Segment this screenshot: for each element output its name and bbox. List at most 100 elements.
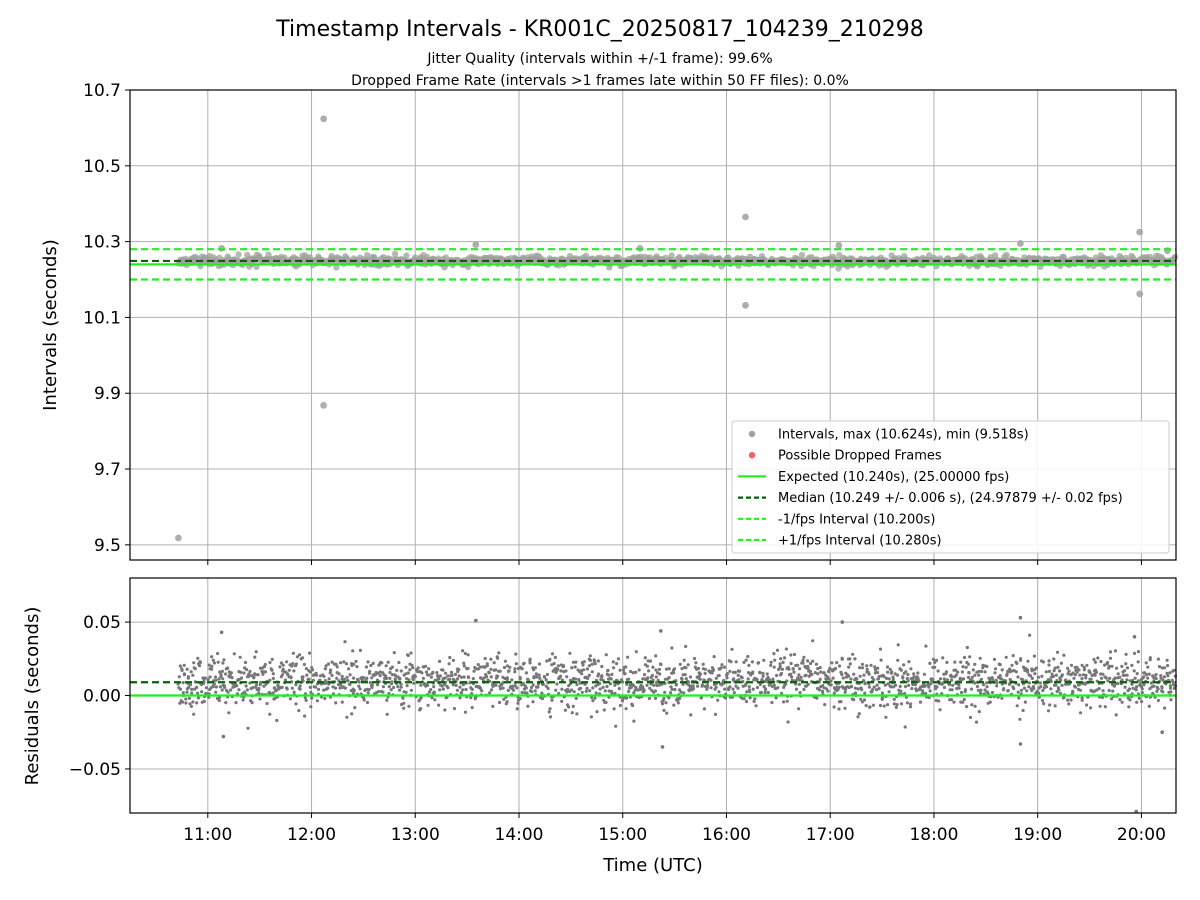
residual-point [848,662,852,666]
residual-point [243,660,248,665]
residual-point [725,676,729,680]
residual-point [355,665,359,669]
residual-point [669,691,673,695]
residual-point [883,683,888,687]
residual-point [1107,688,1111,693]
residual-point [894,705,898,710]
residual-point [878,647,883,651]
residual-point [876,670,880,675]
residual-point [786,720,790,724]
residual-point [983,688,987,692]
residual-point [751,670,755,674]
residual-point [974,720,979,724]
residual-point [514,652,518,656]
residual-point [239,670,243,675]
residual-point [513,684,517,688]
residual-point [928,661,932,666]
residual-point [421,676,425,680]
residual-point [580,672,584,676]
residual-point [441,687,445,691]
residual-point [210,667,214,671]
residual-point [772,652,776,656]
residual-point [451,658,455,663]
residual-point [811,639,815,643]
residual-point [365,700,370,705]
residual-point [550,698,554,702]
residual-point [973,662,977,667]
residual-point [298,684,302,688]
residual-point [1059,661,1063,665]
residual-point [835,661,839,665]
legend-entry-label: Intervals, max (10.624s), min (9.518s) [778,428,1029,443]
residual-point [709,686,713,690]
residual-point [909,702,913,706]
residual-point [862,673,866,677]
residual-point [611,660,615,664]
residual-point [544,678,548,682]
residual-point [744,658,748,662]
residual-point [821,690,825,694]
residual-point [1027,681,1032,685]
residual-point [498,687,503,691]
residual-point [279,661,283,665]
residual-point [755,678,759,682]
residual-point [837,685,841,689]
residual-point [290,686,294,690]
residual-point [1026,670,1030,674]
residual-point [698,672,703,676]
residual-point [981,666,985,670]
residual-point [767,678,772,682]
top-plot-frame [129,89,1177,561]
residual-point [590,695,594,700]
residual-point [322,674,326,679]
residual-point [340,674,344,678]
residual-point [461,683,465,687]
residual-point [538,676,542,680]
top-y-ticks: 9.5 9.7 9.9 10.1 10.3 10.5 10.7 [83,81,130,556]
residual-point [497,651,501,655]
residual-point [609,677,613,681]
residual-point [398,677,402,681]
residual-point [956,670,960,674]
residual-point [872,685,876,689]
residual-point [1113,649,1118,653]
residual-point [492,661,496,665]
residual-point [811,659,815,663]
residual-point [968,655,972,659]
residual-point [732,677,736,681]
residual-point [268,660,272,665]
residual-point [575,682,579,687]
residual-point [522,661,526,665]
residual-point [1073,685,1077,689]
residual-point [1144,661,1148,665]
top-y-tick-label: 10.1 [83,308,121,328]
residual-point [801,658,805,662]
residual-point [489,675,493,679]
residual-point [1101,672,1105,676]
residual-point [261,672,265,676]
residual-point [385,698,389,702]
residual-point [999,677,1004,681]
residual-point [761,671,765,676]
residual-point [670,646,674,650]
residual-point [630,703,635,708]
residual-point [388,676,392,681]
residual-point [766,690,770,695]
residual-point [884,715,888,719]
residual-point [877,687,881,691]
residual-point [1137,696,1141,700]
residual-point [1128,698,1132,702]
residual-point [463,710,467,714]
residual-point [554,688,558,692]
residual-point [381,685,385,689]
residual-point [429,688,433,692]
residual-point [1080,696,1084,700]
residual-point [746,677,750,681]
residual-point [370,683,374,687]
residual-point [663,690,667,694]
residual-point [882,704,886,708]
residual-point [496,674,500,678]
residual-point [1080,698,1084,702]
residual-point [1161,678,1165,682]
residual-point [241,698,245,702]
